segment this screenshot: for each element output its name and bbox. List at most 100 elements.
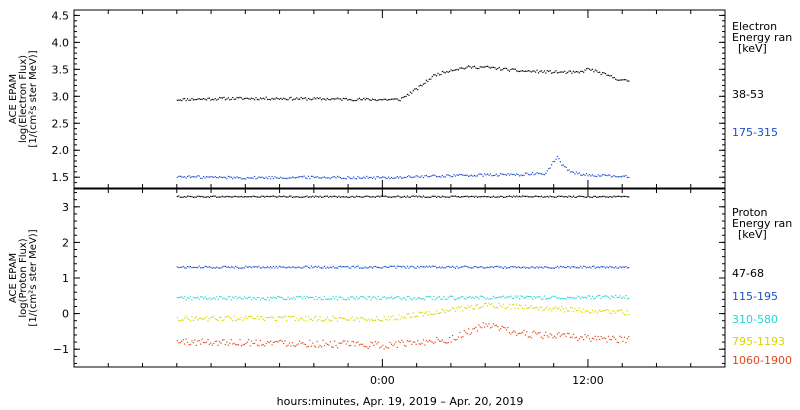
data-point (425, 196, 427, 198)
data-point (620, 267, 623, 269)
data-point (194, 297, 196, 299)
data-point (192, 296, 195, 298)
data-point (382, 195, 384, 197)
data-point (441, 174, 444, 177)
data-point (613, 195, 615, 197)
data-point (497, 175, 499, 177)
data-point (590, 196, 592, 198)
data-point (361, 177, 363, 179)
data-point (342, 340, 344, 342)
data-point (463, 329, 465, 332)
data-point (253, 99, 256, 101)
data-point (286, 320, 288, 322)
data-point (326, 195, 328, 197)
data-point (186, 195, 189, 197)
data-point (245, 178, 247, 180)
data-point (258, 265, 260, 267)
data-point (569, 171, 572, 173)
data-point (466, 296, 468, 299)
data-point (599, 71, 601, 73)
data-point (430, 78, 432, 80)
data-point (220, 342, 222, 344)
data-point (577, 71, 579, 73)
data-point (399, 342, 401, 344)
data-point (462, 67, 464, 69)
data-point (622, 79, 624, 81)
data-point (364, 195, 366, 198)
data-point (392, 98, 394, 100)
data-point (211, 98, 213, 100)
data-point (262, 177, 264, 179)
data-point (334, 340, 336, 342)
data-point (361, 343, 363, 345)
data-point (449, 295, 451, 297)
legend-title: Proton (732, 206, 767, 219)
data-point (434, 341, 436, 343)
data-point (491, 297, 493, 300)
data-point (430, 296, 432, 298)
data-point (267, 178, 269, 180)
data-point (310, 296, 312, 299)
data-point (374, 196, 377, 198)
data-point (297, 196, 299, 198)
data-point (239, 296, 241, 299)
data-point (435, 75, 438, 77)
data-point (510, 308, 512, 310)
data-point (585, 310, 588, 312)
data-point (470, 267, 473, 269)
data-point (358, 196, 361, 198)
data-point (507, 195, 509, 198)
data-point (590, 175, 592, 177)
data-point (428, 265, 430, 267)
data-point (539, 306, 541, 308)
data-point (615, 266, 617, 268)
data-point (217, 98, 219, 100)
data-point (312, 98, 314, 100)
data-point (453, 195, 455, 197)
data-point (207, 97, 209, 99)
data-point (224, 99, 227, 101)
data-point (182, 196, 184, 198)
data-point (325, 342, 327, 344)
data-point (581, 311, 583, 313)
data-point (604, 309, 607, 311)
data-point (296, 344, 298, 346)
data-point (246, 176, 248, 179)
data-point (575, 297, 577, 299)
data-point (226, 341, 228, 343)
data-point (313, 97, 315, 99)
data-point (208, 343, 211, 345)
data-point (575, 267, 577, 269)
data-point (395, 177, 397, 179)
data-point (466, 266, 468, 268)
data-point (524, 304, 527, 306)
legend-entry: 1060-1900 (732, 354, 792, 367)
data-point (558, 195, 560, 197)
data-point (211, 316, 213, 318)
data-point (345, 178, 347, 180)
data-point (556, 308, 559, 310)
data-point (443, 267, 445, 269)
data-point (274, 98, 276, 100)
data-point (578, 72, 580, 74)
data-point (318, 265, 320, 267)
data-point (615, 176, 617, 178)
data-point (615, 338, 617, 340)
data-point (453, 298, 455, 301)
data-point (313, 345, 315, 347)
data-point (243, 196, 245, 198)
data-point (465, 331, 467, 333)
data-point (246, 196, 248, 198)
data-point (217, 177, 219, 179)
data-point (227, 175, 229, 178)
data-point (597, 174, 599, 176)
data-point (526, 70, 528, 72)
data-point (473, 65, 476, 67)
data-point (558, 158, 560, 160)
data-point (562, 71, 564, 73)
data-point (523, 174, 525, 176)
series-795-1193 (176, 302, 630, 323)
data-point (555, 196, 557, 198)
data-point (339, 176, 342, 179)
data-point (501, 195, 503, 198)
